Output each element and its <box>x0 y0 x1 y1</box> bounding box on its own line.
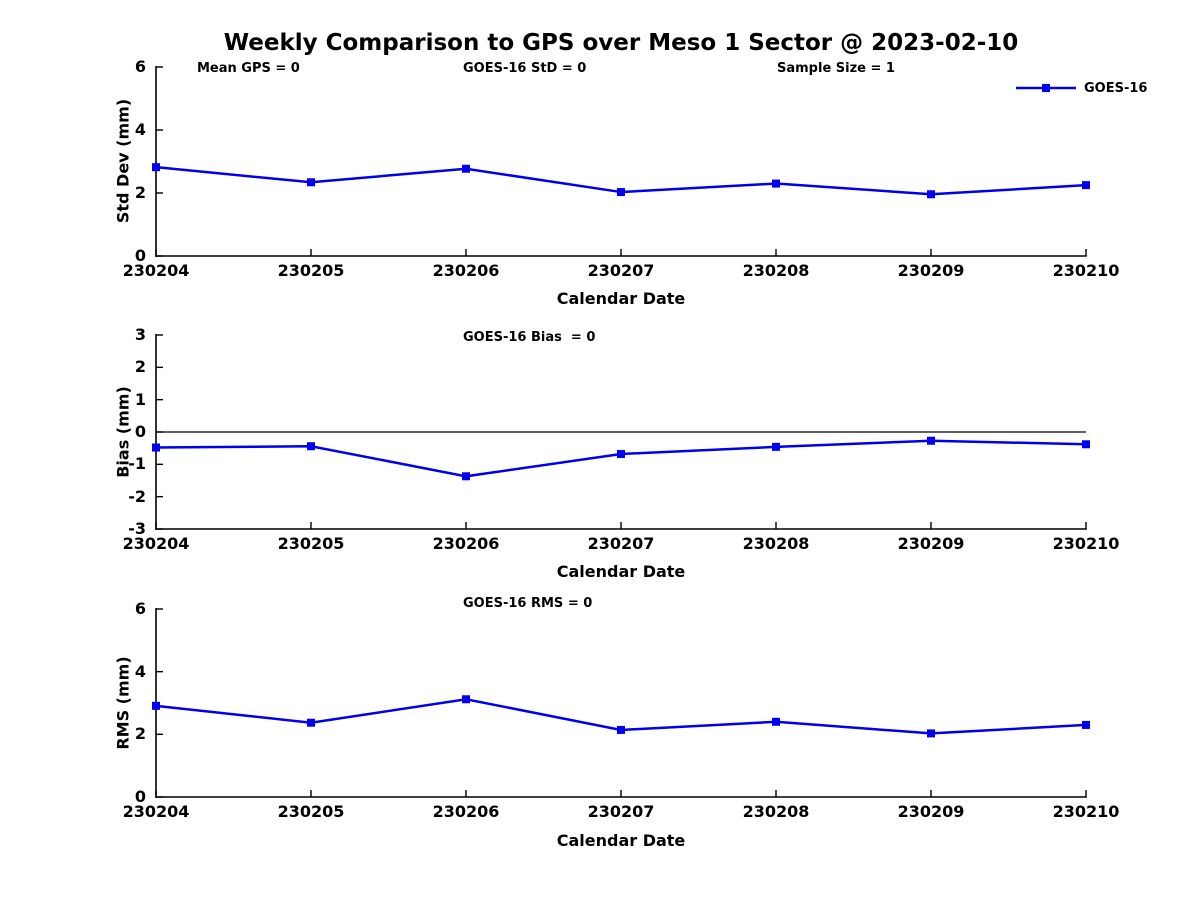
annotation-goes16-std: GOES-16 StD = 0 <box>463 61 587 76</box>
stddev-x-tick-label: 230206 <box>432 261 500 280</box>
rms-data-point-marker <box>617 725 625 734</box>
rms-data-point-marker <box>152 701 160 710</box>
bias-x-tick-label: 230208 <box>742 534 810 553</box>
bias-y-tick-label: 0 <box>134 422 146 441</box>
bias-x-tick-label: 230206 <box>432 534 500 553</box>
stddev-data-point-marker <box>462 164 470 173</box>
stddev-y-tick-label: 4 <box>134 120 146 139</box>
rms-data-point-marker <box>462 695 470 704</box>
stddev-data-point-marker <box>307 178 315 187</box>
rms-x-tick-label: 230209 <box>897 802 965 821</box>
stddev-data-point-marker <box>927 190 935 199</box>
bias-y-tick-label: 2 <box>134 357 146 377</box>
stddev-y-tick-label: 6 <box>134 57 146 76</box>
rms-y-tick-label: 4 <box>134 661 146 681</box>
bias-y-tick-label: 1 <box>134 389 146 409</box>
rms-x-tick-label: 230208 <box>742 802 810 821</box>
annotation-goes16-bias: GOES-16 Bias = 0 <box>463 330 596 345</box>
bias-y-tick-label: -2 <box>128 486 146 506</box>
stddev-x-tick-label: 230205 <box>277 261 345 280</box>
bias-x-tick-label: 230207 <box>587 534 655 553</box>
bias-data-point-marker <box>617 449 625 458</box>
rms-data-point-marker <box>927 729 935 738</box>
stddev-data-point-marker <box>152 163 160 172</box>
annotation-sample-size: Sample Size = 1 <box>777 61 895 76</box>
bias-series-line <box>155 439 1087 478</box>
rms-x-tick-label: 230210 <box>1052 802 1120 821</box>
bias-data-point-marker <box>152 443 160 452</box>
stddev-y-tick-label: 2 <box>134 183 146 202</box>
rms-x-tick-label: 230205 <box>277 802 345 821</box>
annotation-mean-gps: Mean GPS = 0 <box>197 61 300 76</box>
legend: GOES-16 <box>1015 80 1147 96</box>
stddev-x-tick-label: 230209 <box>897 261 965 280</box>
rms-x-tick-label: 230206 <box>432 802 500 821</box>
legend-marker-icon <box>1042 84 1050 92</box>
bias-x-tick-label: 230205 <box>277 534 345 553</box>
bias-x-tick-label: 230204 <box>122 534 190 553</box>
rms-y-tick-label: 0 <box>134 787 146 806</box>
rms-x-axis-label: Calendar Date <box>556 831 686 850</box>
stddev-data-point-marker <box>772 179 780 188</box>
bias-data-point-marker <box>307 442 315 451</box>
bias-x-tick-label: 230210 <box>1052 534 1120 553</box>
rms-data-point-marker <box>772 717 780 726</box>
stddev-y-axis-label: Std Dev (mm) <box>113 98 133 224</box>
stddev-x-axis-label: Calendar Date <box>556 289 686 308</box>
bias-data-point-marker <box>1082 440 1090 449</box>
bias-y-tick-label: -1 <box>128 454 146 474</box>
rms-y-tick-label: 2 <box>134 724 146 744</box>
legend-label: GOES-16 <box>1084 80 1148 96</box>
stddev-x-tick-label: 230207 <box>587 261 655 280</box>
bias-y-tick-label: -3 <box>128 519 146 538</box>
bias-data-point-marker <box>772 442 780 451</box>
bias-x-axis-label: Calendar Date <box>556 562 686 581</box>
figure-title: Weekly Comparison to GPS over Meso 1 Sec… <box>223 30 1019 56</box>
bias-data-point-marker <box>927 436 935 445</box>
rms-data-point-marker <box>1082 720 1090 729</box>
stddev-data-point-marker <box>1082 181 1090 190</box>
stddev-x-tick-label: 230204 <box>122 261 190 280</box>
bias-y-tick-label: 3 <box>134 325 146 344</box>
legend-line-sample <box>1016 84 1076 92</box>
rms-x-tick-label: 230207 <box>587 802 655 821</box>
rms-y-tick-label: 6 <box>134 599 146 618</box>
annotation-goes16-rms: GOES-16 RMS = 0 <box>463 596 593 611</box>
bias-data-point-marker <box>462 472 470 481</box>
stddev-x-tick-label: 230208 <box>742 261 810 280</box>
rms-data-point-marker <box>307 718 315 727</box>
stddev-data-point-marker <box>617 188 625 197</box>
stddev-y-tick-label: 0 <box>134 246 146 265</box>
rms-x-tick-label: 230204 <box>122 802 190 821</box>
bias-x-tick-label: 230209 <box>897 534 965 553</box>
stddev-x-tick-label: 230210 <box>1052 261 1120 280</box>
